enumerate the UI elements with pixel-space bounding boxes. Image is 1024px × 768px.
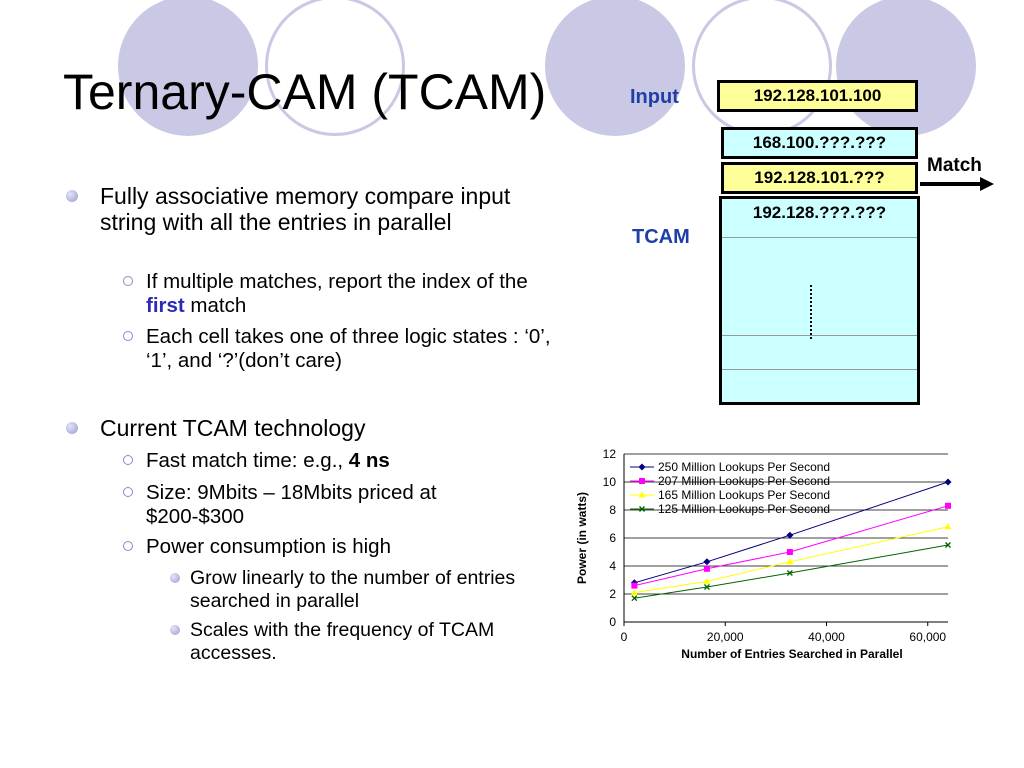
x-tick-label: 20,000: [707, 630, 744, 644]
x-axis-label: Number of Entries Searched in Parallel: [681, 647, 902, 661]
series-line: [634, 544, 949, 599]
sub-bullet-marker: [123, 331, 133, 341]
y-tick-label: 0: [609, 615, 616, 629]
bullet-2-3: Power consumption is high: [123, 535, 546, 559]
legend-entry: 250 Million Lookups Per Second: [658, 460, 830, 474]
tcam-label: TCAM: [632, 226, 690, 248]
sub-bullet-marker: [123, 276, 133, 286]
match-arrow-icon: [920, 177, 994, 191]
tcam-entry-3: 192.128.???.???: [752, 203, 887, 222]
series-line: [634, 505, 949, 587]
point-marker: [639, 506, 645, 512]
point-marker: [944, 478, 952, 486]
match-label: Match: [927, 155, 982, 176]
point-marker: [703, 577, 711, 584]
tcam-row-divider: [722, 369, 917, 370]
bullet-2: Current TCAM technology: [66, 415, 570, 441]
y-tick-label: 8: [609, 503, 616, 517]
tcam-row-divider: [722, 237, 917, 238]
point-marker: [638, 463, 646, 471]
decor-circle-2: [265, 0, 405, 136]
bullet-2-1: Fast match time: e.g., 4 ns: [123, 449, 546, 473]
series-line: [634, 526, 949, 594]
bullet-marker: [66, 422, 78, 434]
point-marker: [786, 570, 793, 576]
point-marker: [639, 478, 645, 484]
input-value-box: 192.128.101.100: [717, 80, 918, 112]
power-chart: 0 2 4 6 8 10 12 0 20,000 40,000 60,000 Number of En…: [575, 447, 952, 661]
y-tick-label: 12: [603, 447, 617, 461]
x-tick-label: 0: [621, 630, 628, 644]
bullet-1-2: Each cell takes one of three logic state…: [123, 325, 561, 373]
y-tick-label: 6: [609, 531, 616, 545]
legend-entry: 207 Million Lookups Per Second: [658, 474, 830, 488]
bullet-1-1: If multiple matches, report the index of…: [123, 270, 556, 318]
point-marker: [786, 549, 793, 555]
sub-bullet-marker: [123, 487, 133, 497]
first-highlight: first: [146, 294, 185, 317]
decor-circle-4: [692, 0, 832, 136]
bullet-1: Fully associative memory compare input s…: [66, 183, 570, 235]
point-marker: [703, 558, 711, 566]
bullet-2-3-2: Scales with the frequency of TCAM access…: [170, 619, 570, 665]
point-marker: [631, 582, 638, 589]
tcam-entry-1: 168.100.???.???: [721, 127, 918, 159]
point-marker: [703, 584, 710, 590]
legend-entry: 165 Million Lookups Per Second: [658, 488, 830, 502]
point-marker: [944, 523, 952, 530]
tcam-row-divider: [722, 335, 917, 336]
point-marker: [631, 595, 638, 602]
input-label: Input: [630, 86, 679, 108]
decor-circle-3: [545, 0, 685, 136]
slide-title: Ternary-CAM (TCAM): [63, 64, 547, 120]
x-tick-label: 40,000: [808, 630, 845, 644]
sub-sub-bullet-marker: [170, 573, 180, 583]
legend-entry: 125 Million Lookups Per Second: [658, 502, 830, 516]
point-marker: [630, 589, 638, 596]
series-line: [634, 481, 949, 584]
tcam-table: [719, 196, 920, 405]
decor-circle-5: [836, 0, 976, 136]
point-marker: [638, 491, 646, 498]
point-marker: [786, 531, 794, 539]
point-marker: [945, 542, 951, 548]
point-marker: [945, 502, 951, 509]
y-axis-label: Power (in watts): [575, 492, 589, 584]
point-marker: [703, 565, 710, 572]
y-tick-label: 2: [609, 587, 616, 601]
bullet-2-3-1: Grow linearly to the number of entries s…: [170, 567, 535, 613]
decor-circle-1: [118, 0, 258, 136]
tcam-entry-2-matched: 192.128.101.???: [721, 162, 918, 194]
x-tick-label: 60,000: [909, 630, 946, 644]
point-marker: [786, 558, 794, 565]
bullet-2-2: Size: 9Mbits – 18Mbits priced at $200-$3…: [123, 481, 526, 529]
y-tick-label: 10: [603, 475, 617, 489]
sub-bullet-marker: [123, 541, 133, 551]
sub-bullet-marker: [123, 455, 133, 465]
y-tick-label: 4: [609, 559, 616, 573]
sub-sub-bullet-marker: [170, 625, 180, 635]
bullet-marker: [66, 190, 78, 202]
ellipsis-dots: [810, 285, 815, 339]
